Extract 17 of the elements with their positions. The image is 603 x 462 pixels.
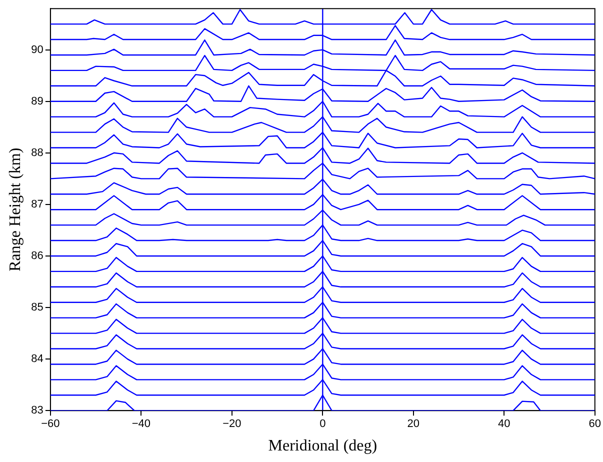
x-axis-title: Meridional (deg): [268, 438, 378, 455]
x-tick-label: 0: [320, 418, 326, 430]
x-tick-label: 40: [498, 418, 510, 430]
x-tick-label: −60: [41, 418, 60, 430]
y-tick-label: 86: [31, 250, 44, 262]
x-tick-label: −20: [222, 418, 242, 430]
x-tick-label: −40: [132, 418, 151, 430]
y-tick-label: 89: [31, 95, 44, 108]
y-tick-label: 84: [31, 353, 44, 366]
y-tick-label: 85: [31, 302, 44, 314]
y-tick-label: 88: [31, 146, 44, 159]
y-tick-label: 87: [31, 198, 44, 210]
y-tick-label: 83: [31, 404, 44, 417]
x-tick-label: 60: [588, 418, 602, 430]
x-tick-label: 20: [407, 418, 420, 430]
y-tick-label: 90: [31, 44, 44, 56]
y-axis-title: Range Height (km): [6, 148, 24, 272]
